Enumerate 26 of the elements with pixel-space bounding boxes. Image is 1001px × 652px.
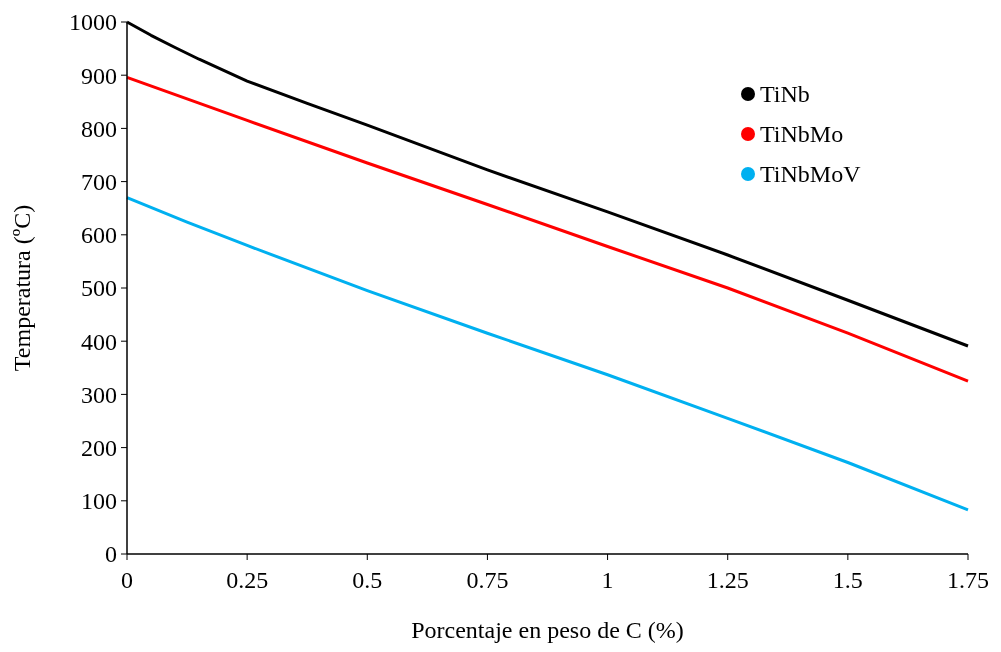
x-tick-label: 0.25 — [226, 567, 269, 593]
y-tick-label: 300 — [81, 381, 117, 408]
y-tick-label: 900 — [81, 62, 117, 89]
x-tick-label: 1 — [601, 567, 614, 593]
y-tick-label: 0 — [105, 541, 117, 568]
y-tick-label: 100 — [81, 488, 117, 515]
y-tick-label: 700 — [81, 169, 117, 195]
y-tick-label: 1000 — [69, 9, 117, 36]
y-tick-label: 600 — [81, 222, 117, 249]
x-tick-label: 0.75 — [466, 567, 509, 593]
y-tick-label: 500 — [81, 275, 117, 302]
x-tick-label: 1.75 — [947, 567, 989, 593]
x-tick-label: 0.5 — [352, 567, 383, 593]
x-tick-label: 1.5 — [832, 567, 863, 593]
y-axis-title: Temperatura (ºC) — [9, 204, 35, 372]
legend-label: TiNbMoV — [760, 161, 862, 188]
x-axis-title: Porcentaje en peso de C (%) — [411, 617, 684, 643]
y-tick-label: 400 — [81, 328, 117, 355]
x-tick-label: 0 — [121, 567, 133, 593]
line-series — [125, 196, 970, 512]
y-tick-label: 800 — [81, 115, 117, 142]
legend-label: TiNb — [760, 81, 810, 108]
y-tick-label: 200 — [81, 435, 117, 461]
legend-label: TiNbMo — [760, 121, 844, 148]
line-series — [125, 75, 970, 383]
x-tick-label: 1.25 — [706, 567, 749, 593]
